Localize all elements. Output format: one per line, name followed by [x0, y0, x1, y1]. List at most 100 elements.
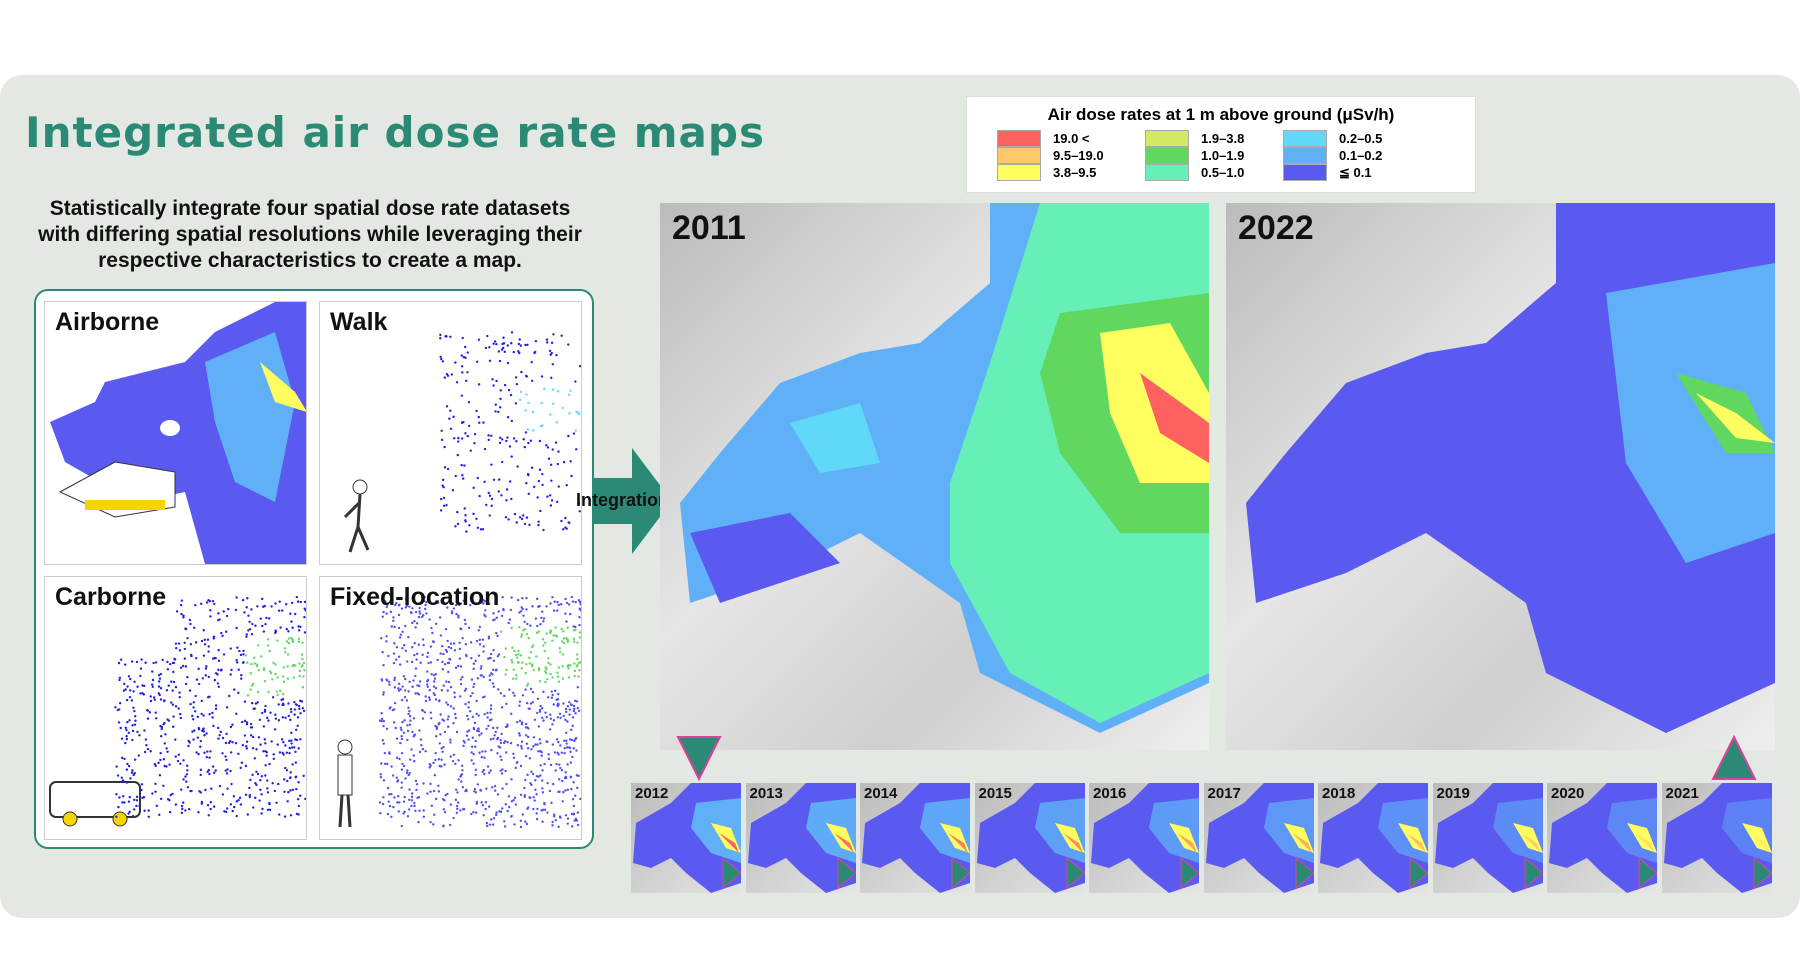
measurement-point [547, 657, 550, 660]
measurement-point [503, 350, 506, 354]
measurement-point [504, 673, 507, 676]
measurement-point [299, 600, 302, 604]
measurement-point [434, 797, 438, 801]
measurement-point [462, 739, 465, 743]
measurement-point [461, 786, 465, 789]
measurement-point [474, 811, 478, 814]
measurement-point [408, 808, 411, 811]
measurement-point [379, 775, 383, 779]
measurement-point [486, 765, 490, 768]
measurement-point [570, 728, 573, 732]
measurement-point [421, 747, 425, 751]
measurement-point [170, 680, 173, 683]
measurement-point [429, 661, 433, 664]
measurement-point [138, 734, 141, 737]
measurement-point [493, 734, 496, 737]
measurement-point [425, 600, 428, 604]
measurement-point [419, 661, 422, 664]
up-triangle-marker [1711, 735, 1757, 780]
measurement-point [566, 763, 569, 766]
thumbnail-year: 2014 [864, 785, 898, 802]
measurement-point [522, 629, 525, 632]
measurement-point [276, 782, 280, 786]
measurement-point [294, 776, 297, 779]
measurement-point [545, 632, 548, 635]
measurement-point [519, 793, 523, 797]
measurement-point [259, 778, 262, 782]
measurement-point [504, 803, 508, 806]
measurement-point [212, 805, 216, 808]
page-title: Integrated air dose rate maps [25, 108, 765, 157]
measurement-point [446, 606, 449, 609]
measurement-point [414, 809, 417, 813]
measurement-point [130, 771, 134, 774]
measurement-point [260, 774, 264, 778]
measurement-point [474, 773, 477, 777]
measurement-point [517, 350, 520, 353]
measurement-point [527, 727, 530, 730]
measurement-point [531, 410, 535, 414]
measurement-point [388, 751, 391, 754]
measurement-point [523, 620, 526, 624]
measurement-point [473, 432, 477, 436]
measurement-point [552, 333, 555, 336]
measurement-point [382, 663, 385, 667]
measurement-point [283, 778, 286, 781]
dataset-label: Airborne [55, 308, 160, 336]
thumbnail-map-2013: 2013 [745, 783, 856, 893]
measurement-point [570, 595, 573, 599]
measurement-point [546, 696, 550, 699]
measurement-point [467, 701, 470, 704]
measurement-point [447, 725, 450, 728]
measurement-point [256, 690, 260, 694]
measurement-point [199, 773, 202, 777]
measurement-point [535, 793, 538, 796]
measurement-point [518, 516, 522, 519]
measurement-point [555, 609, 559, 612]
measurement-point [127, 675, 131, 678]
measurement-point [386, 786, 390, 790]
measurement-point [259, 617, 263, 620]
fixed-location-points [337, 595, 581, 829]
measurement-point [406, 729, 410, 733]
measurement-point [197, 811, 200, 814]
measurement-point [492, 668, 495, 672]
measurement-point [445, 405, 449, 408]
measurement-point [477, 338, 481, 341]
measurement-point [488, 674, 491, 677]
measurement-point [531, 690, 535, 694]
measurement-point [477, 714, 480, 717]
measurement-point [483, 712, 486, 716]
measurement-point [383, 752, 387, 755]
measurement-point [269, 671, 273, 675]
measurement-point [492, 612, 495, 615]
measurement-point [171, 792, 174, 796]
measurement-point [457, 603, 461, 607]
measurement-point [200, 699, 203, 703]
measurement-point [174, 755, 177, 758]
measurement-point [577, 675, 580, 678]
measurement-point [560, 640, 564, 643]
measurement-point [202, 714, 205, 717]
measurement-point [197, 667, 200, 671]
measurement-point [539, 750, 542, 753]
measurement-point [197, 752, 200, 756]
measurement-point [463, 689, 467, 692]
measurement-point [124, 741, 127, 745]
measurement-point [264, 622, 267, 626]
measurement-point [464, 702, 467, 706]
measurement-point [502, 342, 506, 345]
measurement-point [490, 504, 493, 508]
measurement-point [423, 607, 427, 611]
subtitle: Statistically integrate four spatial dos… [10, 196, 610, 274]
measurement-point [562, 637, 566, 640]
measurement-point [475, 360, 479, 364]
measurement-point [578, 636, 581, 639]
measurement-point [503, 383, 507, 387]
measurement-point [532, 807, 535, 811]
measurement-point [123, 801, 126, 804]
measurement-point [538, 680, 542, 683]
measurement-point [144, 661, 147, 664]
measurement-point [224, 755, 227, 758]
measurement-point [459, 774, 463, 777]
